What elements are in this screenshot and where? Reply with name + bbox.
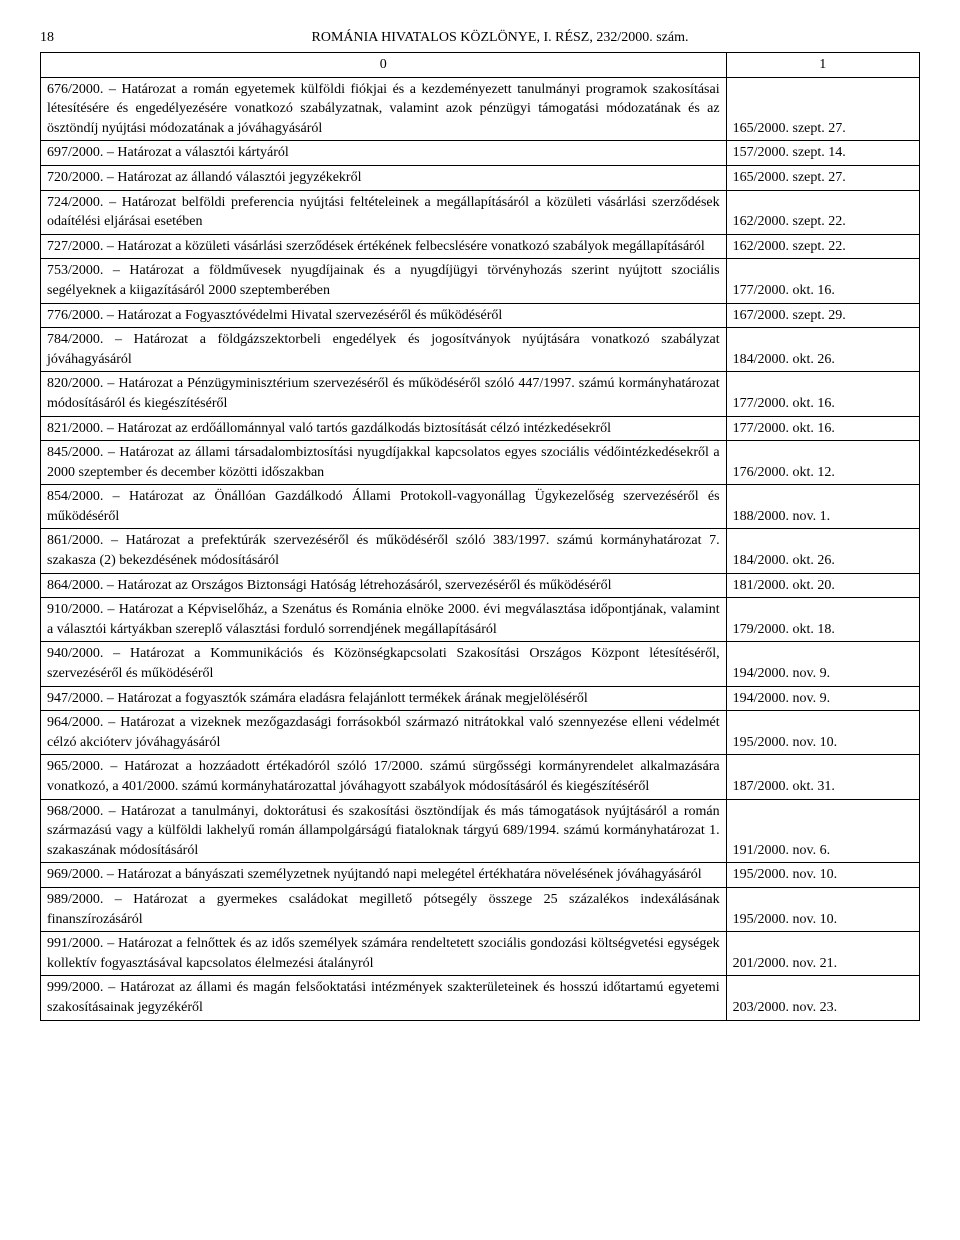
reference-date: 201/2000. nov. 21.	[726, 932, 919, 976]
decree-text: 864/2000. – Határozat az Országos Bizton…	[41, 573, 727, 598]
decree-text: 964/2000. – Határozat a vizeknek mezőgaz…	[41, 711, 727, 755]
decree-text: 720/2000. – Határozat az állandó választ…	[41, 165, 727, 190]
table-row: 697/2000. – Határozat a választói kártyá…	[41, 141, 920, 166]
reference-date: 179/2000. okt. 18.	[726, 598, 919, 642]
reference-date: 181/2000. okt. 20.	[726, 573, 919, 598]
reference-date: 165/2000. szept. 27.	[726, 165, 919, 190]
reference-date: 194/2000. nov. 9.	[726, 686, 919, 711]
table-row: 968/2000. – Határozat a tanulmányi, dokt…	[41, 799, 920, 863]
table-row: 965/2000. – Határozat a hozzáadott érték…	[41, 755, 920, 799]
decree-text: 845/2000. – Határozat az állami társadal…	[41, 441, 727, 485]
table-row: 753/2000. – Határozat a földművesek nyug…	[41, 259, 920, 303]
reference-date: 184/2000. okt. 26.	[726, 328, 919, 372]
table-row: 864/2000. – Határozat az Országos Bizton…	[41, 573, 920, 598]
table-row: 784/2000. – Határozat a földgázszektorbe…	[41, 328, 920, 372]
reference-date: 195/2000. nov. 10.	[726, 863, 919, 888]
page-number: 18	[40, 30, 80, 46]
table-row: 964/2000. – Határozat a vizeknek mezőgaz…	[41, 711, 920, 755]
reference-date: 165/2000. szept. 27.	[726, 77, 919, 141]
table-row: 676/2000. – Határozat a román egyetemek …	[41, 77, 920, 141]
decree-text: 940/2000. – Határozat a Kommunikációs és…	[41, 642, 727, 686]
reference-date: 157/2000. szept. 14.	[726, 141, 919, 166]
decree-text: 784/2000. – Határozat a földgázszektorbe…	[41, 328, 727, 372]
decree-text: 999/2000. – Határozat az állami és magán…	[41, 976, 727, 1020]
table-row: 727/2000. – Határozat a közületi vásárlá…	[41, 234, 920, 259]
decree-text: 776/2000. – Határozat a Fogyasztóvédelmi…	[41, 303, 727, 328]
reference-date: 177/2000. okt. 16.	[726, 372, 919, 416]
decree-text: 676/2000. – Határozat a román egyetemek …	[41, 77, 727, 141]
decree-text: 753/2000. – Határozat a földművesek nyug…	[41, 259, 727, 303]
reference-date: 177/2000. okt. 16.	[726, 416, 919, 441]
reference-date: 177/2000. okt. 16.	[726, 259, 919, 303]
col-header-0: 0	[41, 53, 727, 78]
table-row: 989/2000. – Határozat a gyermekes család…	[41, 887, 920, 931]
table-row: 910/2000. – Határozat a Képviselőház, a …	[41, 598, 920, 642]
gazette-table: 0 1 676/2000. – Határozat a román egyete…	[40, 52, 920, 1021]
table-row: 776/2000. – Határozat a Fogyasztóvédelmi…	[41, 303, 920, 328]
decree-text: 910/2000. – Határozat a Képviselőház, a …	[41, 598, 727, 642]
reference-date: 188/2000. nov. 1.	[726, 485, 919, 529]
reference-date: 194/2000. nov. 9.	[726, 642, 919, 686]
decree-text: 861/2000. – Határozat a prefektúrák szer…	[41, 529, 727, 573]
decree-text: 821/2000. – Határozat az erdőállománnyal…	[41, 416, 727, 441]
decree-text: 727/2000. – Határozat a közületi vásárlá…	[41, 234, 727, 259]
table-row: 820/2000. – Határozat a Pénzügyminisztér…	[41, 372, 920, 416]
reference-date: 203/2000. nov. 23.	[726, 976, 919, 1020]
table-row: 861/2000. – Határozat a prefektúrák szer…	[41, 529, 920, 573]
table-row: 969/2000. – Határozat a bányászati szemé…	[41, 863, 920, 888]
decree-text: 854/2000. – Határozat az Önállóan Gazdál…	[41, 485, 727, 529]
decree-text: 991/2000. – Határozat a felnőttek és az …	[41, 932, 727, 976]
table-header-row: 0 1	[41, 53, 920, 78]
reference-date: 162/2000. szept. 22.	[726, 190, 919, 234]
reference-date: 184/2000. okt. 26.	[726, 529, 919, 573]
table-row: 947/2000. – Határozat a fogyasztók számá…	[41, 686, 920, 711]
decree-text: 724/2000. – Határozat belföldi preferenc…	[41, 190, 727, 234]
table-row: 845/2000. – Határozat az állami társadal…	[41, 441, 920, 485]
decree-text: 968/2000. – Határozat a tanulmányi, dokt…	[41, 799, 727, 863]
table-row: 999/2000. – Határozat az állami és magán…	[41, 976, 920, 1020]
table-row: 854/2000. – Határozat az Önállóan Gazdál…	[41, 485, 920, 529]
decree-text: 820/2000. – Határozat a Pénzügyminisztér…	[41, 372, 727, 416]
reference-date: 195/2000. nov. 10.	[726, 711, 919, 755]
table-row: 940/2000. – Határozat a Kommunikációs és…	[41, 642, 920, 686]
decree-text: 947/2000. – Határozat a fogyasztók számá…	[41, 686, 727, 711]
table-row: 821/2000. – Határozat az erdőállománnyal…	[41, 416, 920, 441]
decree-text: 697/2000. – Határozat a választói kártyá…	[41, 141, 727, 166]
reference-date: 195/2000. nov. 10.	[726, 887, 919, 931]
reference-date: 162/2000. szept. 22.	[726, 234, 919, 259]
reference-date: 187/2000. okt. 31.	[726, 755, 919, 799]
reference-date: 176/2000. okt. 12.	[726, 441, 919, 485]
reference-date: 191/2000. nov. 6.	[726, 799, 919, 863]
col-header-1: 1	[726, 53, 919, 78]
decree-text: 969/2000. – Határozat a bányászati szemé…	[41, 863, 727, 888]
decree-text: 965/2000. – Határozat a hozzáadott érték…	[41, 755, 727, 799]
decree-text: 989/2000. – Határozat a gyermekes család…	[41, 887, 727, 931]
header-title: ROMÁNIA HIVATALOS KÖZLÖNYE, I. RÉSZ, 232…	[80, 30, 920, 46]
table-row: 991/2000. – Határozat a felnőttek és az …	[41, 932, 920, 976]
table-row: 724/2000. – Határozat belföldi preferenc…	[41, 190, 920, 234]
table-row: 720/2000. – Határozat az állandó választ…	[41, 165, 920, 190]
page-header: 18 ROMÁNIA HIVATALOS KÖZLÖNYE, I. RÉSZ, …	[40, 30, 920, 46]
reference-date: 167/2000. szept. 29.	[726, 303, 919, 328]
